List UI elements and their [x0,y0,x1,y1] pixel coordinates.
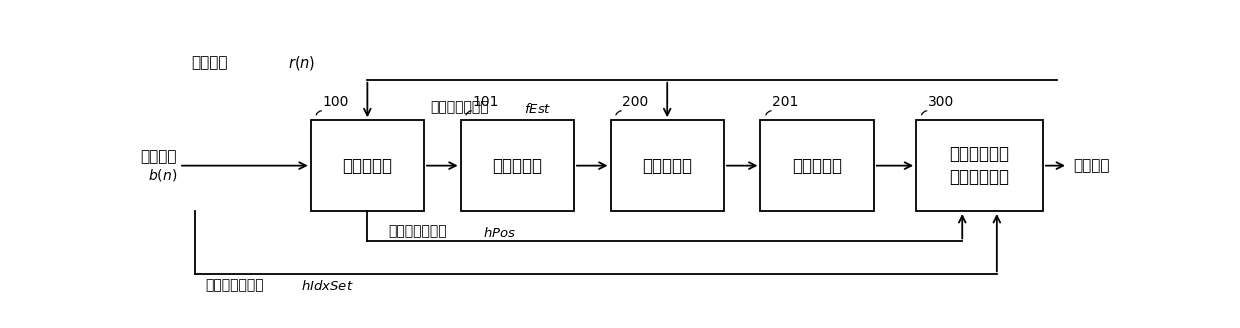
Text: 101: 101 [472,95,498,109]
Text: 调频信号: 调频信号 [191,55,228,70]
Text: 本地信号: 本地信号 [140,149,177,164]
Text: 频率偏移估计值: 频率偏移估计值 [430,101,489,114]
Bar [610,120,724,211]
Text: $hIdxSet$: $hIdxSet$ [301,279,353,293]
Text: 自适应调制系
数相干解调器: 自适应调制系 数相干解调器 [950,145,1009,186]
Text: 帧同步估计结果: 帧同步估计结果 [388,224,448,238]
Text: 100: 100 [322,95,348,109]
Text: $fEst$: $fEst$ [525,102,552,116]
Text: 调制系数预设值: 调制系数预设值 [205,278,264,292]
Text: 300: 300 [928,95,954,109]
Text: $b(n)$: $b(n)$ [148,167,177,183]
Text: 频偏消除器: 频偏消除器 [642,157,692,174]
Text: 201: 201 [773,95,799,109]
Bar [460,120,574,211]
Text: $hPos$: $hPos$ [482,226,516,240]
Text: 200: 200 [622,95,649,109]
Text: $r(n)$: $r(n)$ [288,54,315,72]
Text: 数字振荡器: 数字振荡器 [492,157,542,174]
Text: 信号同步器: 信号同步器 [342,157,392,174]
Text: 解调结果: 解调结果 [1073,158,1110,173]
Text: 低通滤波器: 低通滤波器 [792,157,842,174]
Bar [916,120,1043,211]
Bar [760,120,874,211]
Bar [311,120,424,211]
